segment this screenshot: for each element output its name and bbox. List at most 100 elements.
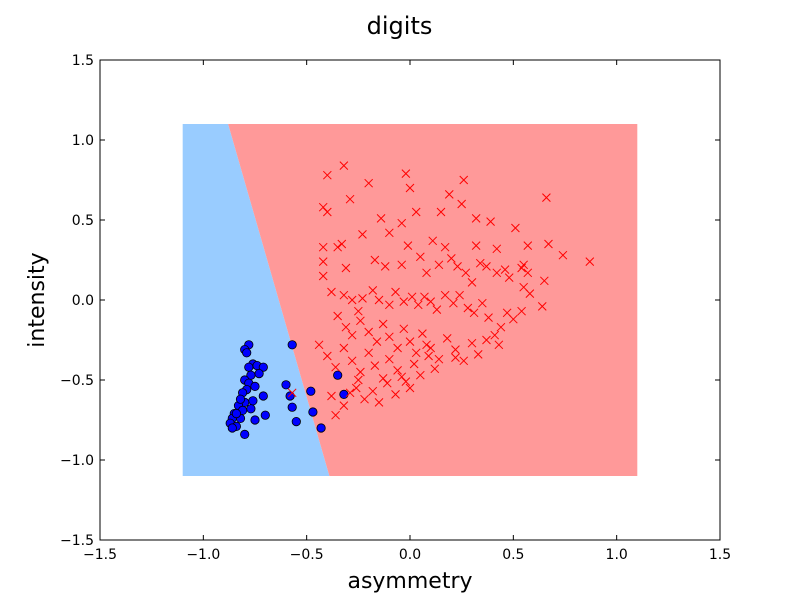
data-point-cross	[463, 303, 473, 313]
data-point-cross	[415, 252, 425, 262]
data-point-circle	[281, 380, 291, 390]
data-point-circle	[287, 402, 297, 412]
data-point-cross	[384, 300, 394, 310]
data-point-cross	[397, 372, 407, 382]
data-point-cross	[405, 337, 415, 346]
y-tick-label: −1.5	[60, 533, 94, 549]
data-point-cross	[318, 257, 328, 266]
data-point-cross	[403, 241, 413, 250]
data-point-cross	[539, 276, 549, 286]
data-point-cross	[411, 348, 421, 358]
data-point-cross	[364, 327, 374, 337]
data-point-cross	[391, 287, 400, 297]
x-tick-label: 1.5	[709, 547, 731, 563]
data-point-cross	[401, 169, 411, 178]
data-point-circle	[242, 348, 252, 358]
data-point-cross	[405, 183, 415, 193]
data-point-cross	[409, 359, 419, 369]
data-point-cross	[322, 207, 332, 217]
data-point-cross	[494, 340, 504, 350]
data-point-cross	[327, 287, 336, 297]
data-point-cross	[327, 391, 336, 401]
data-point-cross	[378, 319, 388, 329]
data-point-cross	[345, 194, 355, 204]
data-point-cross	[446, 254, 456, 263]
data-point-cross	[525, 289, 535, 298]
y-tick-label: 0.0	[72, 293, 94, 309]
data-point-circle	[240, 429, 250, 439]
y-tick-label: −0.5	[60, 373, 94, 389]
data-point-circle	[235, 394, 246, 404]
data-point-cross	[434, 354, 444, 364]
data-point-cross	[496, 322, 506, 332]
data-point-cross	[440, 290, 450, 300]
data-point-cross	[453, 262, 462, 271]
data-point-cross	[347, 295, 357, 305]
data-point-cross	[331, 410, 340, 420]
data-point-cross	[372, 337, 382, 346]
data-point-circle	[333, 370, 343, 380]
data-point-circle	[250, 415, 260, 425]
data-point-cross	[467, 338, 477, 348]
data-point-cross	[351, 383, 361, 393]
data-point-cross	[364, 348, 374, 358]
data-point-circle	[306, 386, 316, 396]
series-red-crosses	[287, 161, 595, 420]
data-point-cross	[287, 388, 297, 398]
data-point-cross	[341, 263, 351, 273]
data-point-cross	[558, 250, 568, 260]
data-point-cross	[486, 217, 495, 226]
data-point-cross	[384, 354, 394, 364]
chart-title: digits	[367, 12, 433, 40]
data-point-cross	[467, 278, 477, 287]
data-point-cross	[370, 361, 380, 370]
data-point-cross	[523, 241, 533, 250]
y-tick-label: 1.5	[72, 53, 94, 69]
data-point-circle	[254, 368, 264, 379]
data-point-cross	[413, 300, 423, 310]
data-point-cross	[314, 340, 324, 350]
data-point-cross	[442, 334, 452, 343]
data-point-cross	[523, 268, 533, 278]
data-point-cross	[418, 329, 427, 338]
data-point-cross	[475, 258, 485, 268]
data-point-cross	[471, 214, 481, 223]
data-point-cross	[517, 306, 526, 316]
data-point-cross	[430, 364, 440, 374]
x-tick-label: 0.0	[399, 547, 421, 563]
data-point-cross	[368, 286, 378, 295]
data-point-circle	[231, 408, 241, 419]
data-point-cross	[382, 378, 392, 388]
data-point-cross	[459, 175, 469, 185]
data-point-cross	[360, 394, 369, 404]
data-point-cross	[424, 351, 433, 361]
data-point-cross	[482, 335, 491, 345]
data-point-circle	[291, 416, 301, 427]
axis-ticks: −1.5 −1.0 −0.5 0.0 0.5 1.0 1.5 −1.5 −1.0 −0.5 0.0 0…	[60, 53, 731, 563]
data-point-cross	[426, 343, 436, 353]
data-point-circle	[316, 423, 326, 433]
data-point-cross	[347, 356, 357, 366]
region-left	[182, 124, 330, 476]
data-point-cross	[322, 351, 332, 361]
data-point-cross	[420, 292, 429, 302]
data-point-cross	[341, 322, 351, 332]
decision-regions	[182, 124, 638, 476]
data-point-cross	[339, 290, 349, 300]
data-point-cross	[411, 207, 421, 217]
data-point-cross	[407, 292, 417, 302]
data-point-circle	[308, 407, 318, 417]
data-point-cross	[370, 255, 380, 265]
data-point-cross	[492, 244, 502, 254]
data-point-circle	[227, 423, 237, 433]
data-point-cross	[339, 343, 349, 353]
data-point-cross	[484, 313, 493, 322]
x-tick-label: −1.5	[83, 547, 117, 563]
x-tick-label: 1.0	[606, 547, 628, 563]
y-tick-label: −1.0	[60, 453, 94, 469]
data-point-cross	[376, 214, 386, 223]
data-point-cross	[384, 228, 394, 238]
data-point-cross	[434, 260, 444, 270]
data-point-cross	[393, 366, 402, 375]
data-point-cross	[415, 370, 425, 380]
